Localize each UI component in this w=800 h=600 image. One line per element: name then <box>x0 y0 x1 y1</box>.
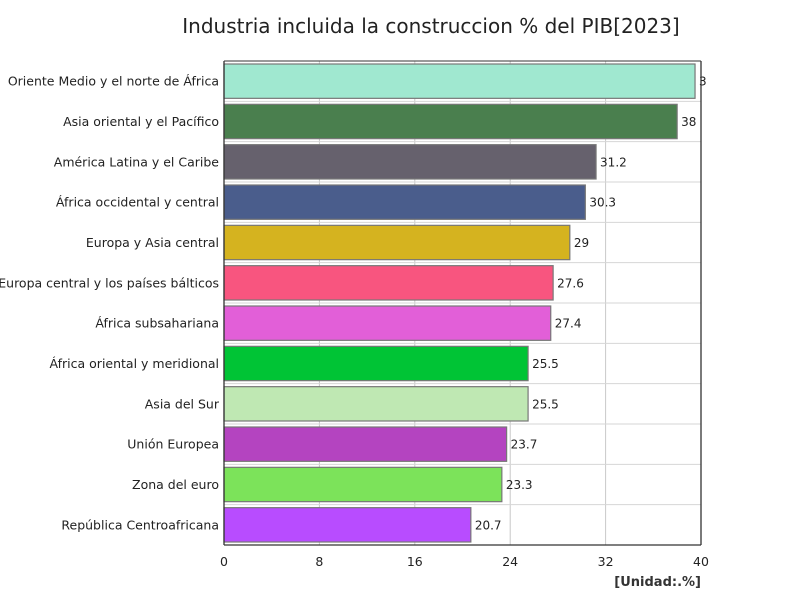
data-label: 29 <box>574 236 589 250</box>
x-tick-label: 40 <box>693 554 709 569</box>
category-label: América Latina y el Caribe <box>54 154 220 169</box>
bar <box>223 386 529 422</box>
data-label: 27.4 <box>555 317 582 331</box>
category-label: Unión Europea <box>127 437 219 452</box>
bar <box>223 224 571 261</box>
bar <box>223 466 503 503</box>
category-label: Asia del Sur <box>145 396 220 411</box>
data-label: 30.3 <box>589 196 616 210</box>
bar <box>223 345 529 382</box>
bar <box>223 507 472 543</box>
category-label: África occidental y central <box>56 195 219 210</box>
data-label: 20.7 <box>475 518 502 532</box>
category-label: África oriental y meridional <box>50 356 219 371</box>
data-label: 31.2 <box>600 155 627 169</box>
category-label: Europa y Asia central <box>86 235 219 250</box>
data-label: 23.3 <box>506 478 533 492</box>
x-tick-label: 16 <box>407 554 423 569</box>
bar <box>223 305 552 341</box>
bar <box>223 265 554 301</box>
data-label: 38 <box>681 115 696 129</box>
data-label: 23.7 <box>511 438 538 452</box>
data-label: 3 <box>699 75 707 89</box>
x-tick-label: 8 <box>315 554 323 569</box>
data-label: 25.5 <box>532 357 559 371</box>
bar <box>223 63 696 99</box>
x-tick-label: 0 <box>220 554 228 569</box>
x-tick-label: 24 <box>502 554 518 569</box>
bar <box>223 426 508 462</box>
category-label: Asia oriental y el Pacífico <box>63 114 219 129</box>
category-label: Oriente Medio y el norte de África <box>8 74 219 89</box>
category-label: África subsahariana <box>95 316 219 331</box>
x-tick-label: 32 <box>598 554 614 569</box>
bar <box>223 103 678 140</box>
data-label: 25.5 <box>532 397 559 411</box>
unit-label: [Unidad:.%] <box>614 575 701 590</box>
category-label: Europa central y los países bálticos <box>0 275 219 290</box>
bar <box>223 184 586 220</box>
bar <box>223 144 597 180</box>
chart-title: Industria incluida la construccion % del… <box>182 14 680 38</box>
category-label: Zona del euro <box>132 477 219 492</box>
category-label: República Centroafricana <box>61 517 219 532</box>
data-label: 27.6 <box>557 276 584 290</box>
